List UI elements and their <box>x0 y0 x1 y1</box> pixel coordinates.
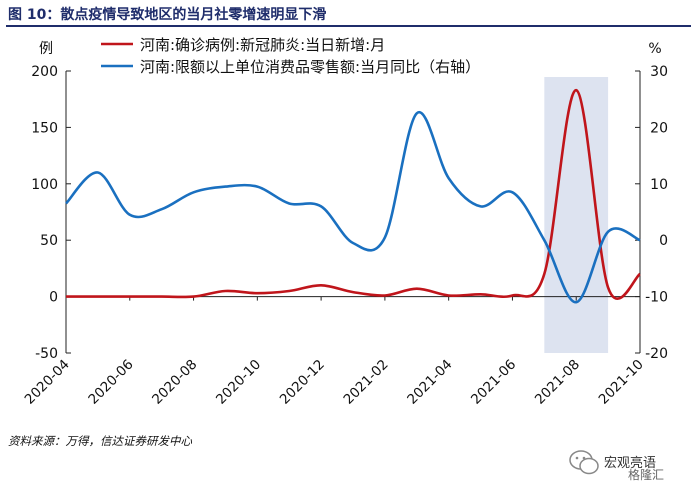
right-tick-label: 30 <box>650 64 668 80</box>
series-line-henan-new-cases <box>66 88 641 300</box>
chart: 河南:确诊病例:新冠肺炎:当日新增:月河南:限额以上单位消费品零售额:当月同比（… <box>22 36 668 408</box>
figure-title: 图 10：散点疫情导致地区的当月社零增速明显下滑 <box>8 7 327 23</box>
title-divider <box>6 25 691 27</box>
right-tick-label: 0 <box>659 233 668 249</box>
x-tick-label: 2020-04 <box>22 357 73 408</box>
watermark: 宏观亮语 格隆汇 <box>568 446 690 482</box>
left-tick-label: 0 <box>49 290 58 306</box>
series-line-henan-retail-yoy <box>65 110 641 304</box>
x-tick-label: 2021-08 <box>532 357 583 408</box>
right-tick-label: 20 <box>650 120 668 136</box>
left-axis-label: 例 <box>39 41 53 57</box>
right-tick-label: -20 <box>645 346 668 362</box>
x-tick-label: 2020-06 <box>85 357 136 408</box>
x-tick-label: 2020-12 <box>277 357 328 408</box>
right-axis-label: % <box>648 41 661 57</box>
x-tick-label: 2021-02 <box>341 357 392 408</box>
wechat-icon <box>569 450 599 475</box>
legend-label: 河南:确诊病例:新冠肺炎:当日新增:月 <box>140 36 385 54</box>
watermark-sub: 格隆汇 <box>628 468 665 482</box>
x-tick-label: 2021-10 <box>596 357 647 408</box>
source-note: 资料来源：万得，信达证券研发中心 <box>8 434 192 448</box>
legend-layer: 河南:确诊病例:新冠肺炎:当日新增:月河南:限额以上单位消费品零售额:当月同比（… <box>101 36 480 76</box>
x-tick-label: 2021-04 <box>404 357 455 408</box>
left-tick-label: -50 <box>35 346 58 362</box>
series-layer <box>65 88 641 304</box>
x-tick-label: 2020-10 <box>213 357 264 408</box>
left-tick-label: 200 <box>31 64 58 80</box>
watermark-brand: 宏观亮语 <box>604 456 657 471</box>
x-tick-label: 2021-06 <box>468 357 519 408</box>
legend-label: 河南:限额以上单位消费品零售额:当月同比（右轴） <box>140 58 480 76</box>
x-tick-label: 2020-08 <box>149 357 200 408</box>
right-tick-label: -10 <box>645 290 668 306</box>
left-tick-label: 150 <box>31 120 58 136</box>
right-tick-label: 10 <box>650 177 668 193</box>
left-tick-label: 50 <box>40 233 58 249</box>
left-tick-label: 100 <box>31 177 58 193</box>
